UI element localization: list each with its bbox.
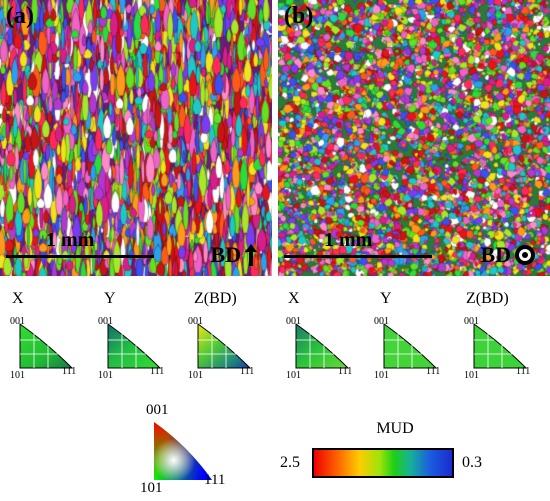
pole-figure-title: X	[12, 290, 24, 307]
mud-legend: MUD 2.5 0.3	[280, 420, 490, 480]
corner-label-101: 101	[464, 370, 479, 381]
key-label-001: 001	[146, 402, 169, 418]
pole-figure-b-x: X 001 101 111	[286, 290, 358, 384]
pole-figure-b-y: Y 001 101 111	[374, 290, 446, 384]
pole-figure-title: Z(BD)	[194, 290, 237, 307]
pole-figure-b-z: Z(BD) 001 101 111	[464, 290, 536, 384]
panel-label-b: (b)	[284, 3, 314, 29]
key-label-111: 111	[204, 472, 226, 488]
build-direction-a-label: BD	[210, 242, 241, 267]
corner-label-001: 001	[188, 316, 203, 327]
pole-figure-a-y: Y 001 101 111	[98, 290, 170, 384]
scale-bar-b-label: 1 mm	[324, 229, 373, 251]
ebsd-map-b: (b) 1 mm BD	[278, 0, 550, 276]
scale-bar-a-line	[6, 255, 154, 258]
corner-label-101: 101	[188, 370, 203, 381]
ebsd-map-a-image	[0, 0, 272, 276]
corner-label-111: 111	[62, 366, 77, 377]
corner-label-001: 001	[10, 316, 25, 327]
inverse-pole-figure	[107, 323, 162, 369]
corner-label-111: 111	[150, 366, 165, 377]
inverse-pole-figure	[473, 323, 528, 369]
key-label-101: 101	[140, 480, 163, 496]
pole-figure-title: Z(BD)	[466, 290, 509, 307]
ebsd-map-b-image	[278, 0, 550, 276]
build-direction-a: BD	[210, 242, 258, 268]
corner-label-101: 101	[98, 370, 113, 381]
corner-label-111: 111	[516, 366, 531, 377]
pole-figure-title: Y	[104, 290, 116, 307]
corner-label-111: 111	[240, 366, 255, 377]
pole-figure-title: Y	[380, 290, 392, 307]
corner-label-001: 001	[374, 316, 389, 327]
scale-bar-b-line	[284, 255, 432, 258]
mud-legend-max: 0.3	[462, 454, 482, 471]
ebsd-map-a: (a) 1 mm BD	[0, 0, 272, 276]
mud-legend-title: MUD	[376, 420, 414, 437]
pole-figure-a-z: Z(BD) 001 101 111	[188, 290, 260, 384]
mud-legend-min: 2.5	[280, 454, 300, 471]
corner-label-001: 001	[464, 316, 479, 327]
inverse-pole-figure	[295, 323, 350, 369]
corner-label-111: 111	[426, 366, 441, 377]
pole-figure-title: X	[288, 290, 300, 307]
inverse-pole-figure	[197, 323, 252, 369]
mud-color-bar	[312, 448, 454, 478]
corner-label-101: 101	[286, 370, 301, 381]
build-direction-b-label: BD	[480, 242, 511, 267]
out-of-plane-icon	[515, 245, 535, 265]
arrow-up-icon	[245, 244, 257, 266]
pole-figure-a-x: X 001 101 111	[10, 290, 82, 384]
corner-label-111: 111	[338, 366, 353, 377]
ipf-color-key: 001 101 111	[140, 402, 250, 498]
corner-label-001: 001	[286, 316, 301, 327]
corner-label-101: 101	[374, 370, 389, 381]
corner-label-101: 101	[10, 370, 25, 381]
ipf-key-triangle	[154, 422, 212, 480]
corner-label-001: 001	[98, 316, 113, 327]
inverse-pole-figure	[383, 323, 438, 369]
inverse-pole-figure	[19, 323, 74, 369]
build-direction-b: BD	[480, 242, 536, 268]
scale-bar-a-label: 1 mm	[46, 229, 95, 251]
panel-label-a: (a)	[6, 3, 34, 29]
